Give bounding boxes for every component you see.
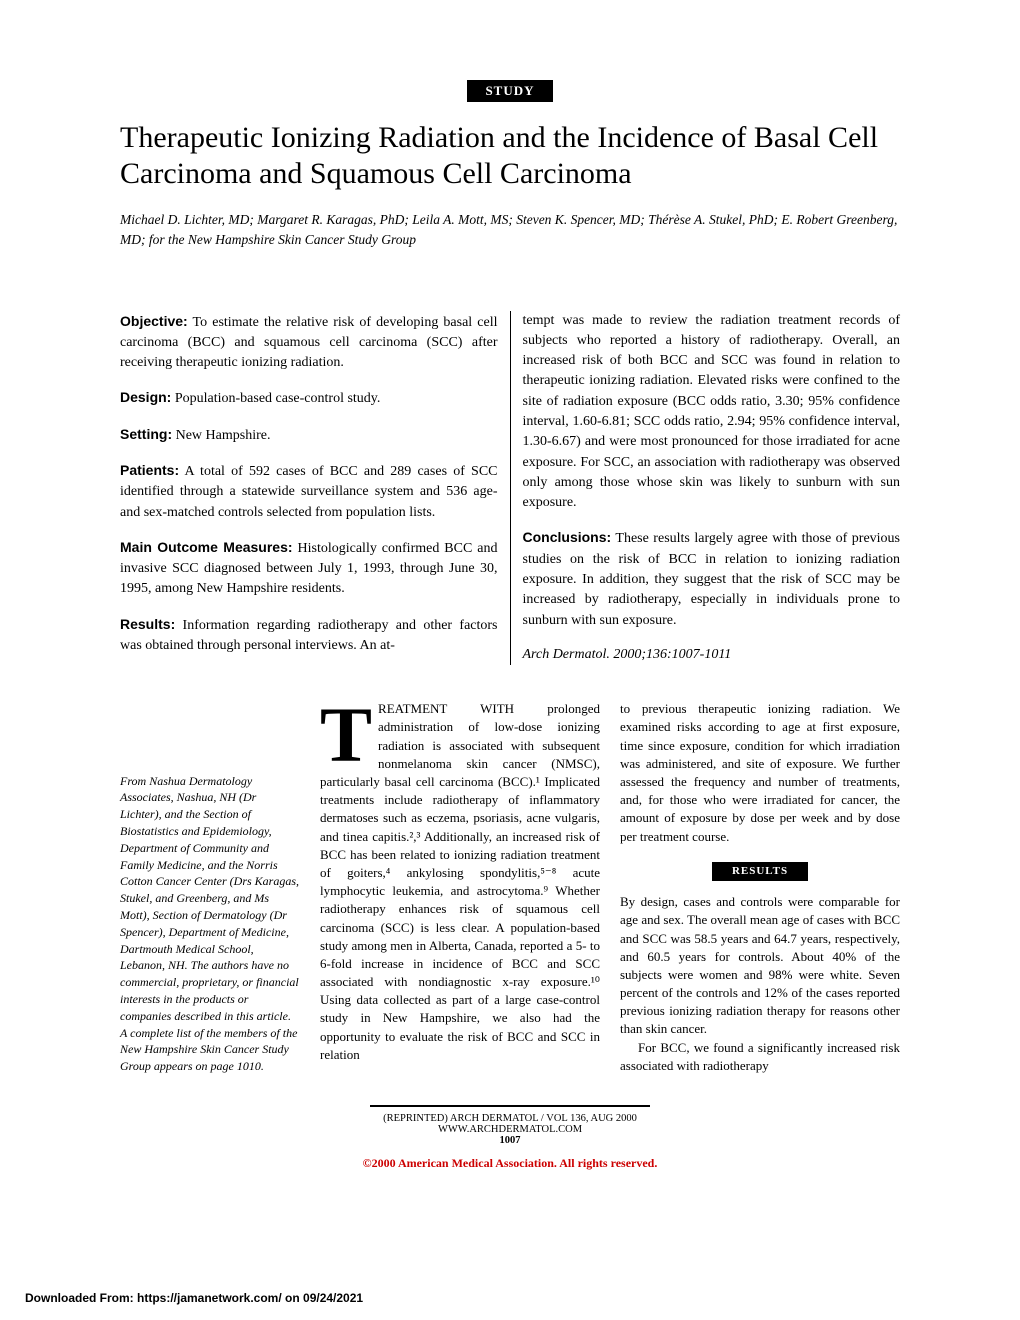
results-header: RESULTS <box>712 862 808 881</box>
intro-paragraph: TREATMENT WITH prolonged administration … <box>320 700 600 1064</box>
study-badge: STUDY <box>467 80 552 102</box>
body-column-1: TREATMENT WITH prolonged administration … <box>320 700 600 1075</box>
abstract-citation: Arch Dermatol. 2000;136:1007-1011 <box>523 645 901 665</box>
body-container: From Nashua Dermatology Associates, Nash… <box>120 700 900 1075</box>
affiliation-column: From Nashua Dermatology Associates, Nash… <box>120 700 300 1075</box>
page-footer: (REPRINTED) ARCH DERMATOL / VOL 136, AUG… <box>370 1105 650 1146</box>
download-stamp: Downloaded From: https://jamanetwork.com… <box>25 1291 363 1305</box>
footer-citation: (REPRINTED) ARCH DERMATOL / VOL 136, AUG… <box>370 1113 650 1135</box>
affiliation-text: From Nashua Dermatology Associates, Nash… <box>120 773 300 1075</box>
abstract-right-column: tempt was made to review the radiation t… <box>511 311 901 666</box>
abstract-results-cont: tempt was made to review the radiation t… <box>523 311 901 514</box>
abstract-conclusions: Conclusions: These results largely agree… <box>523 527 901 630</box>
abstract-objective: Objective: To estimate the relative risk… <box>120 311 498 374</box>
abstract-patients: Patients: A total of 592 cases of BCC an… <box>120 460 498 523</box>
abstract-outcomes: Main Outcome Measures: Histologically co… <box>120 537 498 600</box>
results-paragraph-1: By design, cases and controls were compa… <box>620 893 900 1039</box>
article-title: Therapeutic Ionizing Radiation and the I… <box>120 120 900 192</box>
author-list: Michael D. Lichter, MD; Margaret R. Kara… <box>120 210 900 251</box>
intro-paragraph-cont: to previous therapeutic ionizing radiati… <box>620 700 900 846</box>
page-number: 1007 <box>370 1135 650 1146</box>
copyright-notice: ©2000 American Medical Association. All … <box>120 1156 900 1171</box>
body-column-2: to previous therapeutic ionizing radiati… <box>620 700 900 1075</box>
results-paragraph-2: For BCC, we found a significantly increa… <box>620 1039 900 1075</box>
abstract-container: Objective: To estimate the relative risk… <box>120 311 900 666</box>
abstract-results: Results: Information regarding radiother… <box>120 614 498 657</box>
abstract-setting: Setting: New Hampshire. <box>120 424 498 446</box>
abstract-design: Design: Population-based case-control st… <box>120 387 498 409</box>
abstract-left-column: Objective: To estimate the relative risk… <box>120 311 511 666</box>
